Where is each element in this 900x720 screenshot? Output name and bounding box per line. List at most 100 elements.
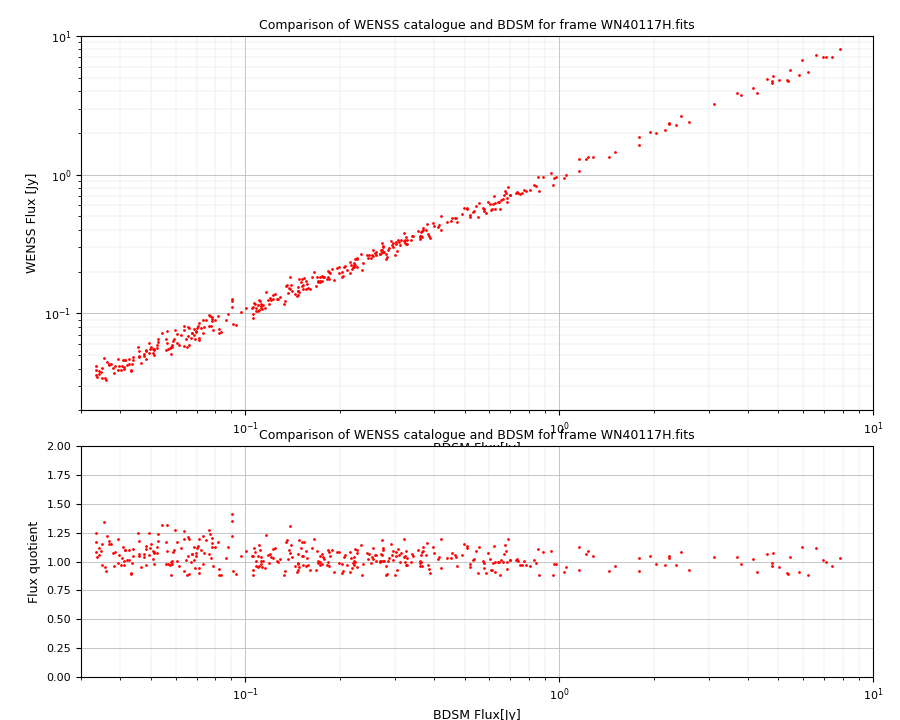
Point	[297, 536, 311, 547]
Point	[528, 557, 543, 568]
Point	[335, 558, 349, 570]
Point	[248, 546, 263, 557]
Point	[291, 557, 305, 568]
Point	[194, 322, 208, 333]
Point	[434, 210, 448, 222]
Point	[750, 87, 764, 99]
Point	[99, 374, 113, 386]
Point	[832, 553, 847, 564]
Point	[117, 361, 131, 372]
Point	[313, 275, 328, 287]
Point	[476, 557, 491, 569]
Point	[147, 548, 161, 559]
Point	[291, 558, 305, 570]
Point	[765, 557, 779, 569]
Point	[211, 536, 225, 548]
Point	[375, 545, 390, 557]
Point	[248, 560, 263, 572]
Point	[375, 246, 390, 258]
Point	[139, 346, 153, 357]
Point	[375, 534, 390, 546]
Point	[305, 271, 320, 283]
Point	[114, 559, 129, 570]
Point	[88, 361, 103, 372]
Point	[415, 546, 429, 557]
Point	[780, 75, 795, 86]
Point	[493, 554, 508, 566]
Point	[632, 552, 646, 564]
Point	[160, 559, 175, 570]
Point	[165, 558, 179, 570]
Point	[499, 187, 513, 199]
Point	[246, 312, 260, 323]
Point	[486, 199, 500, 210]
Point	[202, 528, 217, 539]
Point	[369, 549, 383, 561]
Point	[280, 553, 294, 564]
Point	[649, 127, 663, 139]
Point	[207, 314, 221, 325]
Point	[418, 549, 433, 561]
Point	[400, 238, 414, 250]
Point	[139, 344, 153, 356]
Point	[766, 70, 780, 81]
Point	[394, 235, 409, 246]
Point	[398, 557, 412, 568]
Point	[90, 371, 104, 382]
Point	[332, 261, 347, 273]
Point	[118, 544, 132, 555]
Point	[159, 546, 174, 557]
Point	[254, 558, 268, 570]
Point	[206, 324, 220, 336]
Point	[234, 307, 248, 318]
Point	[314, 559, 328, 570]
Point	[310, 546, 324, 557]
Point	[390, 546, 404, 557]
Point	[469, 545, 483, 557]
Point	[486, 190, 500, 202]
Point	[184, 328, 199, 339]
Point	[277, 570, 292, 581]
Point	[250, 561, 265, 572]
Point	[335, 271, 349, 282]
Point	[386, 554, 400, 566]
Point	[141, 337, 156, 348]
Point	[115, 552, 130, 563]
Point	[316, 552, 330, 563]
Point	[300, 560, 314, 572]
Point	[321, 266, 336, 278]
Point	[509, 553, 524, 564]
Point	[572, 541, 587, 553]
Point	[367, 248, 382, 259]
Point	[163, 556, 177, 567]
Point	[373, 248, 387, 260]
Point	[184, 332, 198, 343]
Point	[170, 536, 184, 547]
Point	[202, 310, 217, 322]
Point	[267, 542, 282, 554]
Point	[362, 549, 376, 560]
Point	[482, 198, 497, 210]
Point	[316, 271, 330, 282]
Point	[184, 549, 199, 560]
Point	[373, 556, 387, 567]
Point	[384, 549, 399, 561]
Point	[432, 551, 446, 562]
Point	[463, 558, 477, 570]
Point	[219, 314, 233, 325]
Point	[262, 298, 276, 310]
Point	[313, 559, 328, 570]
Point	[643, 126, 657, 138]
Point	[730, 551, 744, 562]
Point	[815, 51, 830, 63]
Point	[460, 203, 474, 215]
Point	[336, 270, 350, 282]
Point	[189, 550, 203, 562]
Point	[330, 546, 345, 558]
Point	[189, 327, 203, 338]
Point	[362, 249, 376, 261]
Point	[147, 349, 161, 361]
Point	[118, 354, 132, 366]
Point	[477, 205, 491, 217]
Point	[229, 569, 243, 580]
